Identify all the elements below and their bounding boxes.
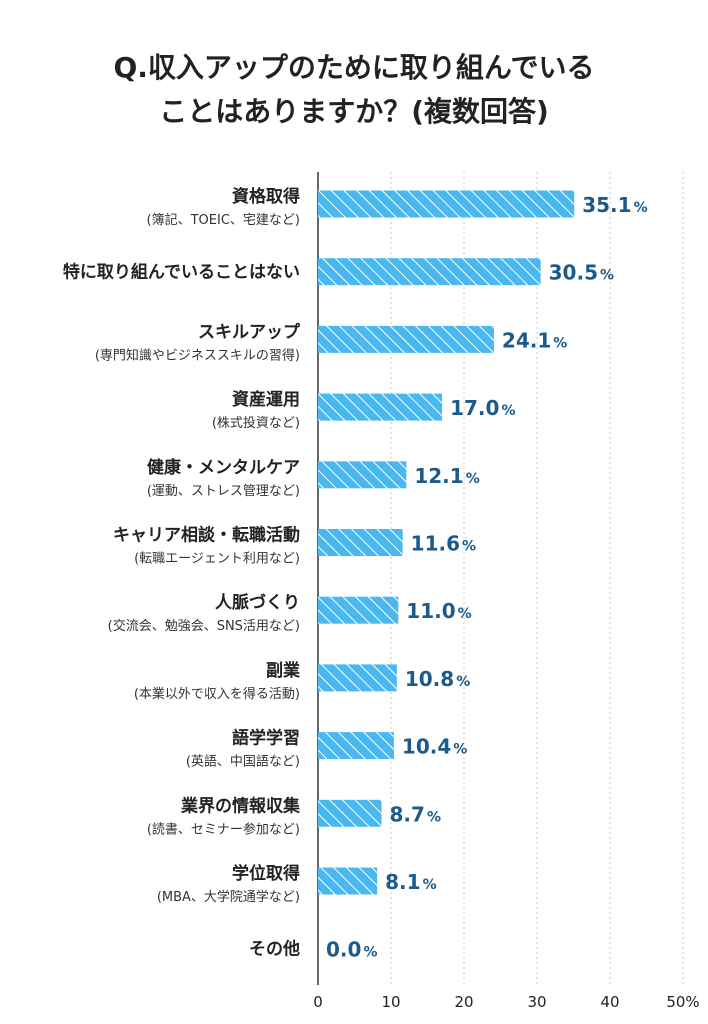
x-tick-label: 40: [600, 993, 619, 1011]
value-label: 10.4%: [402, 735, 467, 759]
category-sublabel: (読書、セミナー参加など): [147, 821, 300, 837]
category-sublabel: (転職エージェント利用など): [134, 552, 300, 567]
category-label: 人脈づくり: [215, 592, 300, 613]
category-sublabel: (専門知識やビジネススキルの習得): [95, 347, 300, 363]
category-sublabel: (MBA、大学院通学など): [157, 889, 300, 905]
value-label: 30.5%: [549, 261, 614, 285]
category-sublabel: (運動、ストレス管理など): [147, 484, 300, 499]
bar: [318, 596, 399, 624]
value-label: 8.1%: [385, 870, 436, 894]
bar: [318, 732, 394, 760]
bar: [318, 799, 382, 827]
x-tick-label: 10: [381, 993, 400, 1011]
category-label: 資格取得: [232, 186, 300, 207]
category-label: 資産運用: [232, 389, 300, 410]
category-sublabel: (株式投資など): [212, 415, 300, 431]
x-tick-label: 50%: [666, 993, 699, 1011]
bar: [318, 393, 443, 421]
category-label: 副業: [266, 660, 300, 681]
chart-title: Q.収入アップのために取り組んでいる ことはありますか？(複数回答): [0, 46, 708, 134]
category-sublabel: (英語、中国語など): [186, 754, 300, 770]
x-tick-label: 0: [313, 993, 323, 1011]
x-tick-label: 30: [527, 993, 546, 1011]
value-label: 12.1%: [414, 464, 479, 488]
value-label: 10.8%: [405, 667, 470, 691]
bar: [318, 664, 397, 692]
value-label: 17.0%: [450, 396, 515, 420]
category-label: 健康・メンタルケア: [147, 457, 300, 478]
bar: [318, 461, 407, 489]
category-label: 語学学習: [232, 728, 300, 749]
category-sublabel: (交流会、勉強会、SNS活用など): [108, 618, 300, 634]
category-label: スキルアップ: [198, 321, 301, 342]
bar: [318, 325, 494, 353]
chart-title-line-2: ことはありますか？(複数回答): [159, 95, 549, 128]
grid-lines: [317, 172, 684, 985]
value-label: 11.0%: [406, 599, 471, 623]
value-label: 8.7%: [390, 802, 441, 826]
value-label: 11.6%: [411, 532, 476, 556]
bar: [318, 529, 403, 556]
value-label: 0.0%: [326, 938, 377, 962]
bar: [318, 258, 541, 286]
x-axis-ticks: 0 10 20 30 40 50%: [313, 993, 699, 1011]
category-sublabel: (本業以外で収入を得る活動): [134, 686, 300, 702]
category-label: 特に取り組んでいることはない: [63, 262, 300, 283]
x-tick-label: 20: [454, 993, 473, 1011]
bar: [318, 867, 378, 895]
category-label: 業界の情報収集: [181, 795, 301, 816]
value-label: 24.1%: [502, 328, 567, 352]
category-label: キャリア相談・転職活動: [113, 525, 300, 546]
bars: [318, 190, 575, 895]
category-label: 学位取得: [232, 863, 300, 884]
category-label: その他: [249, 939, 300, 960]
value-labels: 35.1 % 30.5 % 24.1 % 17.0 % 12.1 % 11.6 % 11.0 % 10.8%…: [326, 193, 648, 962]
category-sublabel: (簿記、TOEIC、宅建など): [147, 212, 300, 228]
chart-title-line-1: Q.収入アップのために取り組んでいる: [113, 51, 595, 84]
bar: [318, 190, 575, 218]
value-label: 35.1%: [582, 193, 647, 217]
